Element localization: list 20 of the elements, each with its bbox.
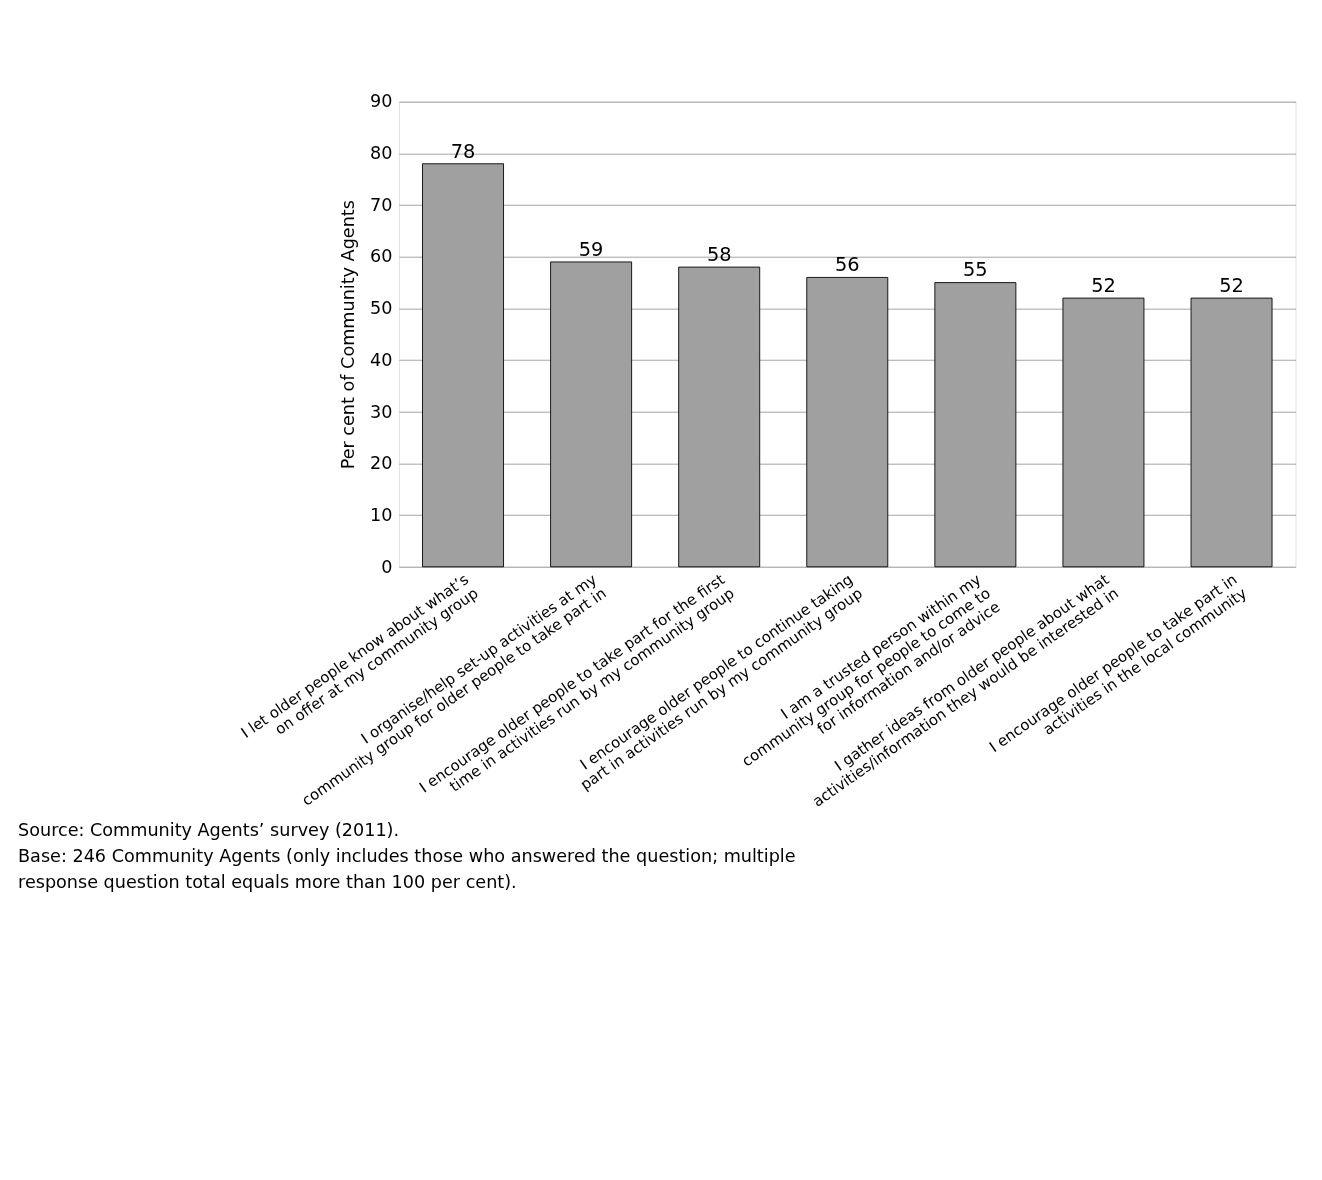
y-tick-label: 30 <box>369 401 393 422</box>
data-label: 52 <box>1091 273 1116 297</box>
y-tick-label: 70 <box>369 194 393 215</box>
data-label: 55 <box>963 258 988 282</box>
y-tick-label: 80 <box>369 143 393 164</box>
data-label: 78 <box>450 139 476 163</box>
source-note: Source: Community Agents’ survey (2011). <box>18 819 400 840</box>
y-tick-label: 40 <box>369 349 393 370</box>
text: Base: 246 Community Agents (only includes those who answered the question; multiple response question total equals more than 100 per cent). <box>18 845 796 893</box>
data-label: 59 <box>578 237 604 261</box>
y-tick-label: 50 <box>369 298 393 319</box>
y-axis-title: Per cent of Community Agents <box>338 200 359 470</box>
y-tick-label: 0 <box>381 556 393 577</box>
y-tick-label: 90 <box>369 91 393 112</box>
data-label: 58 <box>706 242 732 266</box>
y-tick-label: 60 <box>369 246 393 267</box>
y-tick-label: 20 <box>369 453 393 474</box>
y-tick-label: 10 <box>369 504 393 525</box>
data-label: 52 <box>1219 273 1244 297</box>
data-label: 56 <box>834 253 860 277</box>
